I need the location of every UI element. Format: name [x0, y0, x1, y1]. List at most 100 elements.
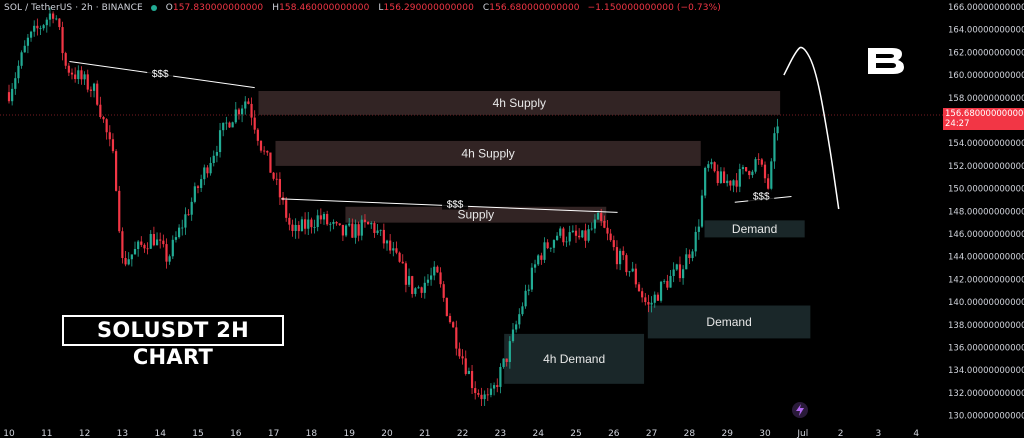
candle-body — [319, 215, 322, 220]
candle-body — [511, 329, 515, 342]
candle-body — [458, 348, 461, 357]
candle-body — [745, 167, 748, 172]
candle-body — [738, 169, 741, 187]
candle-body — [234, 109, 237, 123]
candle-body — [675, 264, 678, 270]
candle-body — [619, 250, 622, 265]
candle-body — [162, 240, 165, 245]
x-tick-label: Jul — [796, 429, 808, 438]
candle-body — [735, 180, 738, 187]
candle-body — [634, 268, 637, 285]
candle-body — [423, 282, 426, 293]
candle-body — [612, 240, 615, 248]
candle-body — [193, 186, 196, 202]
x-tick-label: 16 — [230, 429, 242, 438]
candle-body — [102, 117, 105, 120]
candle-body — [7, 92, 11, 102]
open-label: O — [165, 3, 173, 13]
candle-body — [329, 223, 332, 225]
candle-body — [565, 241, 568, 243]
candle-body — [420, 287, 423, 293]
candle-body — [70, 72, 74, 75]
zone-supply-1 — [275, 140, 701, 166]
candle-body — [596, 212, 600, 220]
x-tick-label: 18 — [306, 429, 318, 438]
zone-demand-3 — [704, 220, 805, 238]
zone-label: 4h Demand — [543, 352, 605, 366]
y-tick-label: 152.0000000000000 — [948, 162, 1024, 172]
candle-body — [187, 214, 190, 216]
candle-body — [200, 179, 203, 188]
candle-body — [628, 271, 631, 273]
candle-body — [533, 264, 537, 268]
candle-body — [622, 250, 625, 256]
candle-body — [370, 223, 373, 225]
candle-body — [748, 171, 751, 176]
candle-body — [237, 109, 241, 115]
candle-body — [121, 231, 124, 258]
candle-body — [568, 232, 571, 242]
candle-body — [448, 315, 452, 323]
candle-body — [206, 167, 209, 174]
candle-body — [395, 248, 398, 253]
candle-body — [310, 219, 313, 228]
change-value: −1.150000000000 (−0.73%) — [587, 3, 721, 13]
x-tick-label: 28 — [684, 429, 696, 438]
candle-body — [253, 117, 256, 130]
candle-body — [269, 152, 272, 173]
candle-body — [776, 126, 779, 134]
candle-body — [436, 266, 439, 273]
zone-demand-4 — [647, 305, 811, 339]
candle-body — [344, 225, 348, 236]
y-axis[interactable]: 166.0000000000000 164.0000000000000 162.00… — [943, 0, 1024, 438]
candle-body — [647, 302, 650, 305]
candle-body — [143, 244, 146, 249]
candle-body — [228, 122, 231, 128]
candle-body — [641, 291, 644, 298]
current-price-value: 156.680000000000 — [945, 109, 1024, 119]
symbol-label[interactable]: SOL / TetherUS · 2h · BINANCE — [4, 3, 143, 13]
candle-body — [493, 385, 496, 389]
candle-body — [751, 171, 754, 176]
current-price-tag: 156.680000000000 24:27 — [943, 108, 1024, 130]
candle-body — [250, 103, 253, 118]
candle-body — [190, 201, 193, 215]
candle-body — [77, 70, 80, 80]
candle-body — [411, 276, 414, 294]
candle-body — [29, 31, 33, 38]
candle-body — [767, 178, 770, 189]
candle-body — [445, 297, 448, 316]
candle-body — [357, 224, 360, 236]
zone-supply-0 — [258, 90, 781, 115]
candle-body — [137, 241, 140, 250]
candle-body — [338, 223, 341, 225]
candle-body — [452, 322, 455, 328]
zone-label: 4h Supply — [493, 96, 546, 110]
candle-body — [313, 227, 316, 228]
candle-body — [297, 224, 300, 232]
candle-body — [48, 13, 52, 20]
candle-body — [722, 171, 726, 184]
candle-body — [741, 167, 745, 170]
flash-icon[interactable] — [792, 402, 808, 418]
candle-body — [716, 171, 719, 183]
candle-body — [348, 223, 351, 226]
market-status-dot — [150, 4, 157, 11]
candle-body — [244, 101, 247, 109]
open-value: 157.830000000000 — [172, 3, 264, 13]
candle-body — [203, 167, 206, 180]
chart-title-box: SOLUSDT 2H CHART — [62, 315, 284, 369]
candle-body — [713, 162, 716, 172]
candle-body — [426, 279, 430, 283]
x-axis[interactable]: 10 11 12 13 14 15 16 17 18 19 20 21 22 23 24 25 26 27 28 29… — [3, 429, 919, 438]
bar-countdown: 24:27 — [945, 119, 970, 129]
candle-body — [499, 366, 502, 387]
candle-body — [322, 213, 326, 220]
x-tick-label: 20 — [381, 429, 393, 438]
zone-supply-2 — [345, 206, 607, 223]
liquidity-lines: $$$ $$$ $$$ — [69, 60, 792, 213]
y-tick-label: 136.0000000000000 — [948, 344, 1024, 354]
candle-body — [181, 227, 184, 229]
candle-body — [593, 219, 596, 229]
